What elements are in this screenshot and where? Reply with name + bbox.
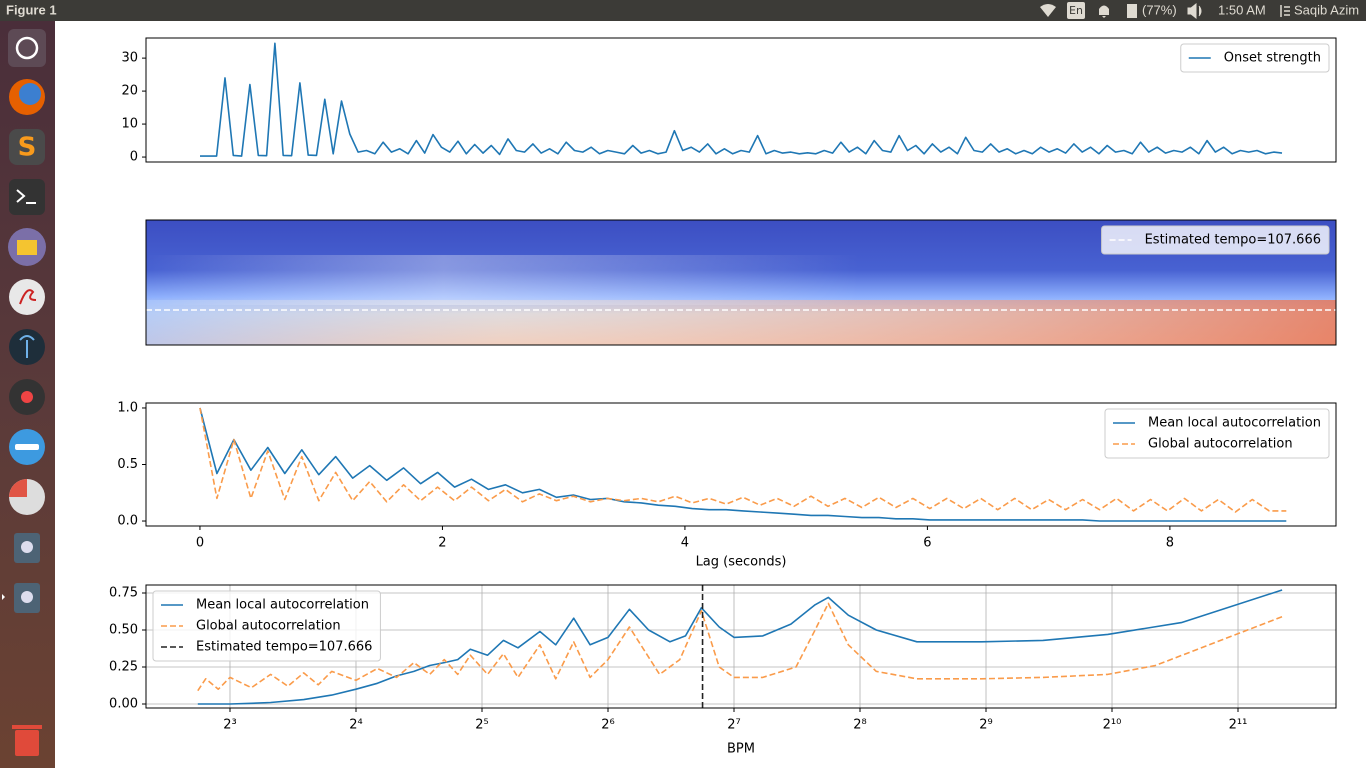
y-tick-label: 10 — [121, 117, 138, 132]
x-tick-label: 2⁵ — [475, 718, 488, 733]
legend-label: Mean local autocorrelation — [1148, 416, 1321, 431]
firefox-globe — [19, 83, 41, 105]
files-folder — [17, 240, 37, 255]
trash-icon[interactable] — [15, 730, 39, 756]
wifi-icon[interactable] — [1040, 4, 1056, 17]
subplot: 0.00 0.25 0.50 0.75 2³ 2⁴ 2⁵ 2⁶ 2⁷ 2⁸ 2⁹ 2¹⁰ 2¹¹ BPM M… — [109, 584, 1337, 757]
legend-box — [152, 590, 381, 662]
x-tick-label: 2⁷ — [727, 718, 740, 733]
axes-frame — [145, 219, 1337, 346]
dots-glyph — [15, 444, 39, 450]
window-title: Figure 1 — [6, 2, 57, 17]
y-tick-label: 30 — [121, 51, 138, 66]
legend-label: Global autocorrelation — [1148, 437, 1293, 452]
x-tick-label: 2⁴ — [349, 718, 362, 733]
network-glyph — [19, 335, 35, 358]
legend-box — [1180, 43, 1330, 73]
y-tick-label: 0.75 — [109, 585, 138, 600]
clock[interactable]: 1:50 AM — [1218, 2, 1266, 17]
notification-icon[interactable] — [1099, 5, 1109, 19]
legend-label: Mean local autocorrelation — [196, 598, 369, 613]
x-tick-label: 2⁸ — [853, 718, 866, 733]
keyboard-icon[interactable] — [1067, 2, 1085, 19]
terminal-glyph — [16, 189, 36, 204]
y-tick-label: 0.5 — [117, 457, 138, 472]
session-icon[interactable] — [1280, 5, 1290, 17]
trash-lid — [12, 725, 42, 729]
x-axis-label: Lag (seconds) — [696, 555, 787, 570]
legend-box — [1104, 408, 1330, 459]
legend: Mean local autocorrelation Global autocor… — [1104, 408, 1330, 459]
y-tick-label: 0 — [130, 150, 138, 165]
molecule-glyph — [21, 391, 33, 403]
legend-label: Onset strength — [1224, 51, 1321, 66]
data-line — [197, 589, 1283, 705]
axes-frame — [145, 37, 1337, 163]
x-tick-label: 2 — [438, 536, 446, 551]
active-indicator — [2, 594, 5, 600]
legend-label: Global autocorrelation — [196, 619, 341, 634]
x-tick-label: 2⁹ — [979, 718, 992, 733]
legend: Estimated tempo=107.666 — [1101, 225, 1330, 255]
data-line — [199, 407, 1287, 522]
subplot: 0.0 0.5 1.0 0 2 4 6 8 Lag (seconds) Mean local au… — [117, 400, 1337, 570]
legend: Onset strength — [1180, 43, 1330, 73]
x-tick-label: 4 — [681, 536, 689, 551]
y-tick-label: 0.25 — [109, 660, 138, 675]
y-tick-label: 1.0 — [117, 400, 138, 415]
x-tick-label: 0 — [196, 536, 204, 551]
user-name[interactable]: Saqib Azim — [1294, 2, 1359, 17]
y-tick-label: 0.00 — [109, 697, 138, 712]
legend-label: Estimated tempo=107.666 — [196, 640, 372, 655]
python-window-glyph — [21, 541, 33, 553]
python-window-glyph — [21, 591, 33, 603]
evince-icon[interactable] — [9, 279, 45, 315]
volume-icon[interactable] — [1187, 2, 1202, 20]
x-tick-label: 8 — [1166, 536, 1174, 551]
axes-frame — [145, 402, 1337, 527]
dash-icon[interactable] — [8, 29, 46, 67]
chart-app-glyph — [9, 479, 27, 497]
y-tick-label: 0.0 — [117, 514, 138, 529]
battery-level[interactable]: (77%) — [1142, 2, 1177, 17]
evince-glyph — [19, 289, 37, 305]
x-tick-label: 2⁶ — [601, 718, 614, 733]
legend-box — [1101, 225, 1330, 255]
heatmap-highlight — [146, 255, 1336, 305]
keyboard-layout[interactable]: En — [1069, 4, 1083, 17]
x-axis-label: BPM — [727, 742, 755, 757]
data-line — [200, 42, 1283, 157]
data-line — [197, 602, 1283, 692]
heatmap-shade — [146, 300, 1336, 345]
sublime-icon[interactable] — [9, 129, 45, 165]
sublime-letter: S — [18, 133, 37, 163]
y-tick-label: 20 — [121, 84, 138, 99]
legend: Mean local autocorrelation Global autocor… — [152, 590, 381, 662]
data-line — [199, 407, 1287, 513]
x-tick-label: 2¹⁰ — [1103, 718, 1122, 733]
launcher-icons: S — [2, 29, 46, 756]
y-tick-label: 0.50 — [109, 622, 138, 637]
terminal-icon[interactable] — [9, 179, 45, 215]
x-tick-label: 6 — [923, 536, 931, 551]
axes-frame — [145, 584, 1337, 709]
legend-label: Estimated tempo=107.666 — [1145, 233, 1321, 248]
top-bar — [0, 0, 1366, 21]
dash-logo — [15, 36, 39, 60]
x-tick-label: 2³ — [223, 718, 236, 733]
subplot: Estimated tempo=107.666 — [145, 219, 1337, 346]
battery-icon[interactable] — [1127, 4, 1137, 18]
x-tick-label: 2¹¹ — [1229, 718, 1248, 733]
subplot: 0 10 20 30 Onset strength — [121, 37, 1337, 165]
